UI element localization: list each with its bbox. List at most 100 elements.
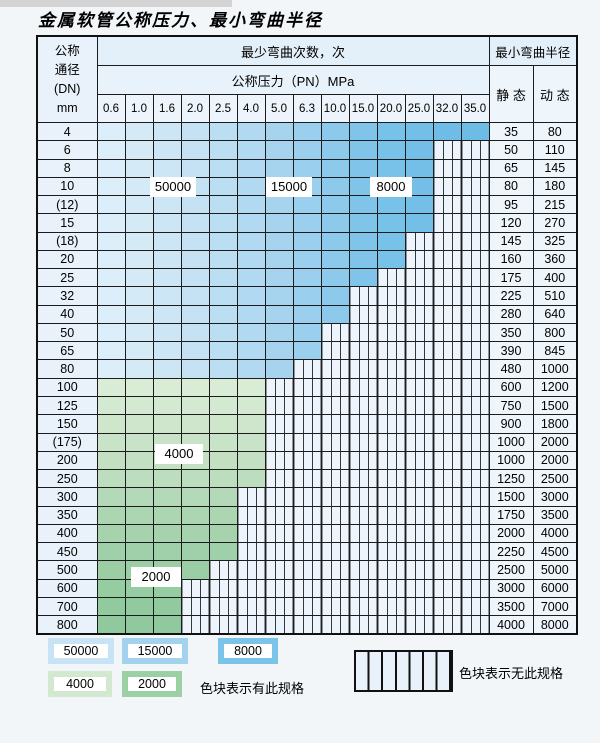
- spec-available-cell: [180, 249, 210, 270]
- spec-unavailable-cell: [292, 615, 322, 635]
- static-radius-cell: 2500: [488, 560, 534, 580]
- table-row-dn-80: 80 480 1000: [36, 359, 578, 379]
- spec-available-cell: [208, 231, 238, 251]
- spec-unavailable-cell: [264, 615, 294, 635]
- spec-available-cell: [124, 121, 154, 142]
- spec-unavailable-cell: [404, 432, 434, 452]
- table-row-dn-700: 700 3500 7000: [36, 596, 578, 617]
- dn-cell: (18): [36, 231, 98, 251]
- spec-unavailable-cell: [432, 249, 462, 270]
- static-radius-cell: 2000: [488, 523, 534, 544]
- spec-unavailable-cell: [320, 359, 350, 379]
- spec-available-cell: [236, 341, 266, 361]
- spec-available-cell: [236, 231, 266, 251]
- dynamic-radius-cell: 360: [532, 249, 578, 270]
- spec-available-cell: [460, 121, 490, 142]
- spec-unavailable-cell: [404, 414, 434, 434]
- table-row-dn-800: 800 4000 8000: [36, 615, 578, 635]
- spec-unavailable-cell: [460, 341, 490, 361]
- spec-unavailable-cell: [264, 487, 294, 507]
- spec-unavailable-cell: [404, 615, 434, 635]
- spec-available-cell: [236, 249, 266, 270]
- spec-unavailable-cell: [404, 487, 434, 507]
- pressure-col-header: 2.0: [180, 94, 210, 123]
- spec-available-cell: [236, 395, 266, 416]
- corner-line: 通径: [54, 62, 80, 77]
- spec-unavailable-cell: [432, 158, 462, 178]
- spec-unavailable-cell: [348, 432, 378, 452]
- static-radius-cell: 750: [488, 395, 534, 416]
- spec-available-cell: [96, 505, 126, 525]
- dynamic-radius-cell: 3000: [532, 487, 578, 507]
- spec-unavailable-cell: [376, 615, 406, 635]
- spec-unavailable-cell: [376, 268, 406, 288]
- spec-available-cell: [208, 377, 238, 397]
- spec-unavailable-cell: [376, 596, 406, 617]
- legend-swatch-4000: 4000: [48, 671, 112, 697]
- static-radius-cell: 4000: [488, 615, 534, 635]
- spec-unavailable-cell: [292, 450, 322, 471]
- spec-unavailable-cell: [404, 268, 434, 288]
- legend-swatch-2000: 2000: [122, 671, 182, 697]
- spec-unavailable-cell: [404, 450, 434, 471]
- table-row-dn-6: 6 50 110: [36, 140, 578, 160]
- spec-available-cell: [96, 487, 126, 507]
- spec-available-cell: [208, 176, 238, 197]
- spec-unavailable-cell: [404, 231, 434, 251]
- spec-unavailable-cell: [376, 304, 406, 324]
- static-radius-cell: 1000: [488, 432, 534, 452]
- spec-available-cell: [96, 542, 126, 562]
- spec-available-cell: [96, 213, 126, 233]
- spec-unavailable-cell: [460, 432, 490, 452]
- dynamic-col-header: 动 态: [532, 65, 578, 123]
- spec-available-cell: [96, 395, 126, 416]
- spec-unavailable-cell: [432, 414, 462, 434]
- table-row-dn-300: 300 1500 3000: [36, 487, 578, 507]
- static-radius-cell: 1750: [488, 505, 534, 525]
- spec-available-cell: [236, 322, 266, 343]
- spec-available-cell: [124, 450, 154, 471]
- spec-available-cell: [264, 121, 294, 142]
- spec-unavailable-cell: [348, 578, 378, 598]
- dn-cell: 40: [36, 304, 98, 324]
- pressure-col-header: 6.3: [292, 94, 322, 123]
- static-radius-cell: 480: [488, 359, 534, 379]
- spec-unavailable-cell: [264, 469, 294, 489]
- spec-available-cell: [208, 469, 238, 489]
- spec-available-cell: [152, 304, 182, 324]
- pressure-col-header: 32.0: [432, 94, 462, 123]
- spec-unavailable-cell: [292, 523, 322, 544]
- spec-available-cell: [96, 450, 126, 471]
- corner-line: 公称: [54, 43, 80, 58]
- spec-available-cell: [124, 249, 154, 270]
- dn-cell: 20: [36, 249, 98, 270]
- spec-unavailable-cell: [376, 286, 406, 306]
- dynamic-radius-cell: 800: [532, 322, 578, 343]
- spec-available-cell: [292, 121, 322, 142]
- spec-available-cell: [124, 615, 154, 635]
- spec-unavailable-cell: [404, 286, 434, 306]
- spec-available-cell: [404, 121, 434, 142]
- static-radius-cell: 35: [488, 121, 534, 142]
- static-radius-cell: 600: [488, 377, 534, 397]
- spec-available-cell: [292, 286, 322, 306]
- spec-unavailable-cell: [404, 596, 434, 617]
- dynamic-radius-cell: 145: [532, 158, 578, 178]
- spec-available-cell: [292, 231, 322, 251]
- spec-available-cell: [404, 195, 434, 215]
- spec-unavailable-cell: [292, 377, 322, 397]
- spec-available-cell: [96, 560, 126, 580]
- spec-available-cell: [180, 140, 210, 160]
- spec-unavailable-cell: [348, 304, 378, 324]
- spec-unavailable-cell: [460, 195, 490, 215]
- spec-available-cell: [152, 213, 182, 233]
- spec-unavailable-cell: [292, 487, 322, 507]
- spec-unavailable-cell: [320, 523, 350, 544]
- spec-unavailable-cell: [320, 542, 350, 562]
- table-row-dn-40: 40 280 640: [36, 304, 578, 324]
- static-radius-cell: 120: [488, 213, 534, 233]
- table-row-dn-100: 100 600 1200: [36, 377, 578, 397]
- spec-unavailable-cell: [264, 578, 294, 598]
- spec-available-cell: [264, 341, 294, 361]
- static-radius-cell: 350: [488, 322, 534, 343]
